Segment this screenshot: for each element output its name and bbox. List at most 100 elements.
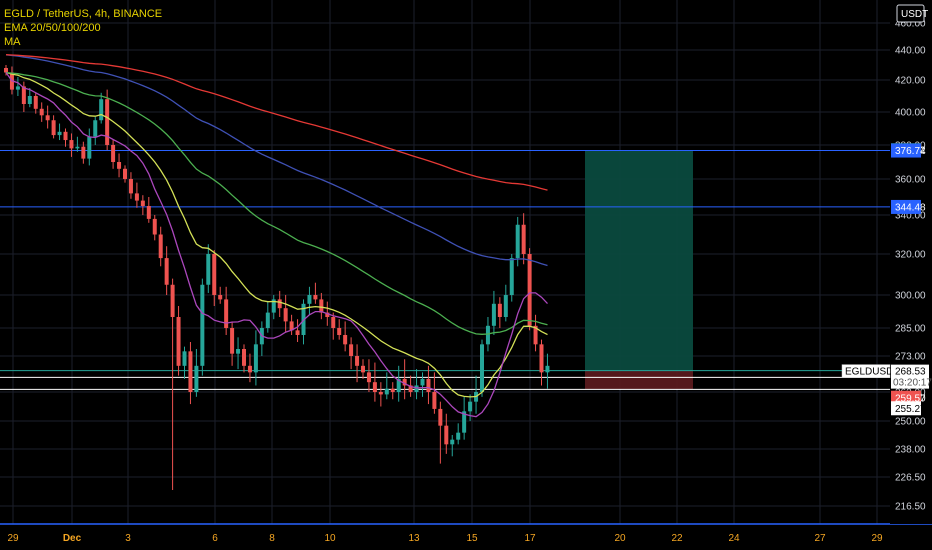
candle-body: [51, 120, 56, 136]
time-tick-label: 10: [324, 533, 336, 544]
candle-body: [158, 234, 163, 259]
ema-100-line: [5, 54, 548, 267]
price-tick-label: 420.00: [895, 76, 926, 87]
time-axis[interactable]: 29 Dec 3 6 8 10 13 15 17 20 22 24 27 29: [7, 533, 883, 544]
candle-body: [349, 344, 354, 356]
candle-body: [390, 388, 395, 392]
candle-body: [545, 365, 550, 373]
candle-body: [57, 131, 62, 136]
horizontal-lines[interactable]: [0, 149, 932, 525]
time-tick-label: 3: [125, 533, 131, 544]
price-tick-label: 440.00: [895, 46, 926, 57]
candle-body: [128, 179, 133, 194]
candle-body: [456, 432, 461, 440]
price-tick-label: 300.00: [895, 291, 926, 302]
price-axis-background: [890, 0, 932, 524]
candle-body: [402, 378, 407, 386]
candle-body: [527, 254, 532, 326]
symbol-title[interactable]: EGLD / TetherUS, 4h, BINANCE: [4, 8, 163, 20]
ema-50-line: [5, 71, 548, 335]
candle-body: [152, 218, 157, 235]
ema-indicator-label[interactable]: EMA 20/50/100/200: [4, 22, 101, 34]
candle-body: [313, 295, 318, 300]
candle-body: [307, 295, 312, 304]
price-label-text: 255.27: [895, 404, 926, 415]
candle-body: [426, 378, 431, 392]
candle-body: [503, 295, 508, 317]
candle-body: [480, 344, 484, 392]
ma-indicator-label[interactable]: MA: [4, 36, 21, 48]
price-tick-label: 238.00: [895, 445, 926, 456]
price-tick-label: 285.00: [895, 324, 926, 335]
candle-body: [491, 303, 496, 326]
candle-body: [206, 254, 211, 285]
candle-body: [134, 193, 139, 201]
time-tick-label: 27: [814, 533, 826, 544]
symbol-tag: [841, 364, 891, 378]
time-tick-label: 20: [614, 533, 626, 544]
price-axis[interactable]: 216.50226.50238.00250.00262.00273.00285.…: [890, 0, 932, 524]
candle-body: [4, 68, 8, 73]
currency-badge-text[interactable]: USDT: [901, 9, 928, 20]
price-tick-label: 216.50: [895, 502, 926, 513]
candle-body: [295, 330, 300, 335]
symbol-tag-text: EGLDUSDT: [845, 367, 899, 378]
candle-body: [444, 425, 449, 445]
bar-countdown: 03:20:17: [893, 378, 932, 389]
candle-body: [39, 108, 44, 116]
candle-body: [87, 136, 92, 159]
candle-body: [450, 439, 455, 445]
candle-body: [218, 295, 223, 300]
candle-body: [509, 258, 514, 295]
ma-line: [5, 72, 548, 418]
candle-body: [277, 299, 282, 309]
position-tool[interactable]: [585, 150, 693, 390]
loss-zone[interactable]: [585, 370, 693, 390]
candle-body: [289, 321, 294, 331]
candle-body: [337, 328, 342, 335]
time-tick-label: 15: [466, 533, 478, 544]
candle-body: [212, 254, 217, 295]
candle-body: [242, 349, 246, 366]
candle-body: [414, 385, 419, 392]
candle-body: [111, 145, 116, 162]
candle-body: [485, 325, 490, 345]
candle-body: [283, 308, 288, 322]
price-tick-label: 273.00: [895, 352, 926, 363]
profit-zone[interactable]: [585, 150, 693, 371]
candle-body: [372, 382, 377, 392]
ema-200-line: [5, 54, 548, 191]
candle-body: [117, 162, 122, 169]
time-tick-label: 13: [408, 533, 420, 544]
candle-body: [123, 168, 127, 179]
price-label-box: [891, 143, 921, 158]
candle-body: [146, 206, 151, 219]
time-tick-label: 6: [212, 533, 218, 544]
candle-body: [99, 99, 104, 121]
candle-body: [533, 325, 538, 345]
last-price-value: 268.53: [895, 367, 926, 378]
candle-body: [170, 284, 175, 317]
candle-body: [247, 365, 252, 373]
price-label-text: 344.48: [895, 202, 926, 213]
candle-body: [105, 99, 110, 145]
price-tick-label: 226.50: [895, 473, 926, 484]
candle-body: [69, 140, 74, 149]
candle-body: [361, 365, 365, 373]
candle-body: [140, 200, 145, 206]
time-tick-label: 29: [7, 533, 19, 544]
currency-badge[interactable]: [896, 4, 925, 23]
candle-body: [224, 299, 229, 328]
candle-body: [325, 312, 330, 317]
candle-body: [355, 356, 360, 366]
candle-body: [182, 351, 187, 366]
price-label-text: 376.74: [895, 146, 926, 157]
time-tick-label: 22: [671, 533, 683, 544]
candle-body: [194, 365, 199, 392]
candle-body: [438, 408, 443, 426]
candle-body: [420, 378, 425, 386]
candle-body: [81, 146, 86, 159]
last-price-box: [891, 364, 929, 389]
